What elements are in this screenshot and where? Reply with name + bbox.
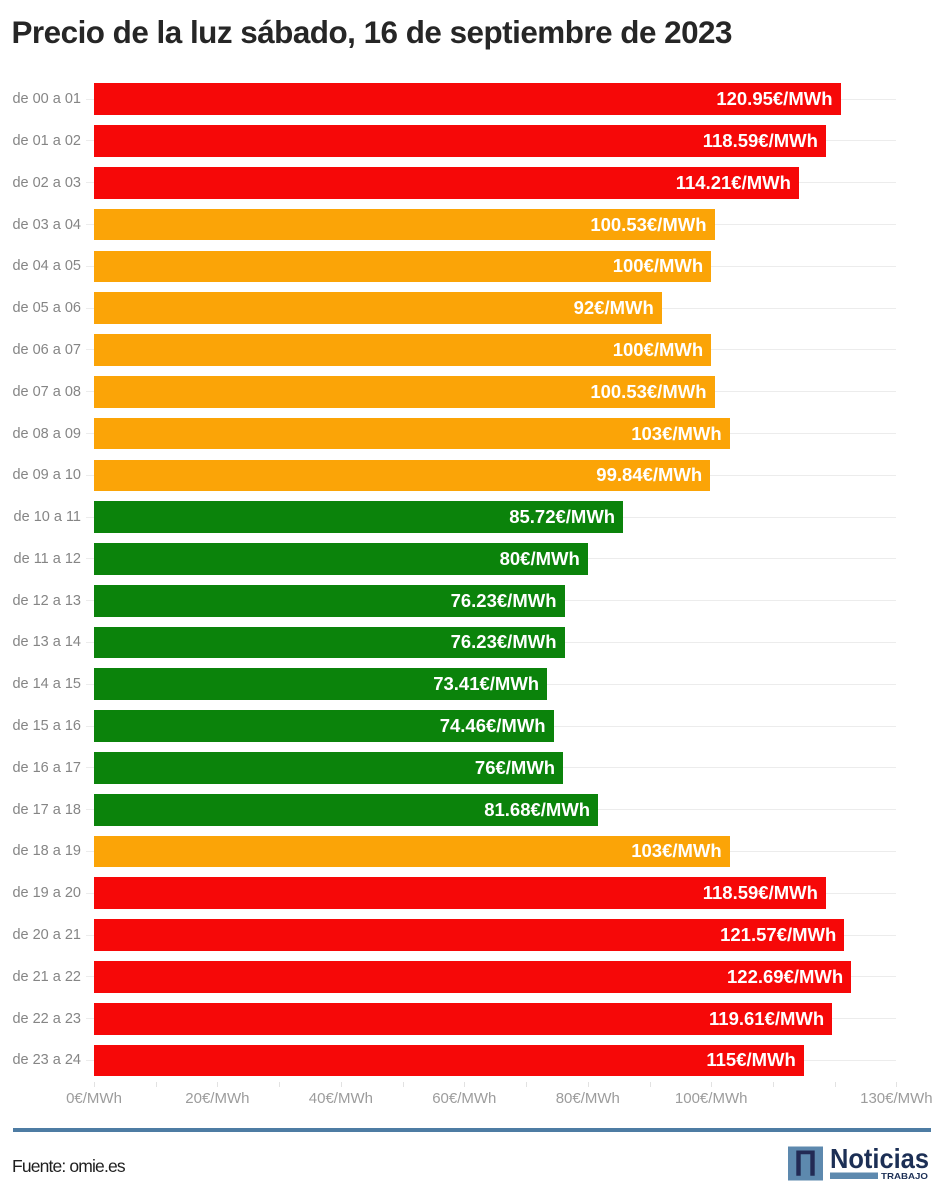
svg-text:TRABAJO: TRABAJO [881, 1171, 928, 1181]
svg-text:Noticias: Noticias [830, 1146, 929, 1174]
